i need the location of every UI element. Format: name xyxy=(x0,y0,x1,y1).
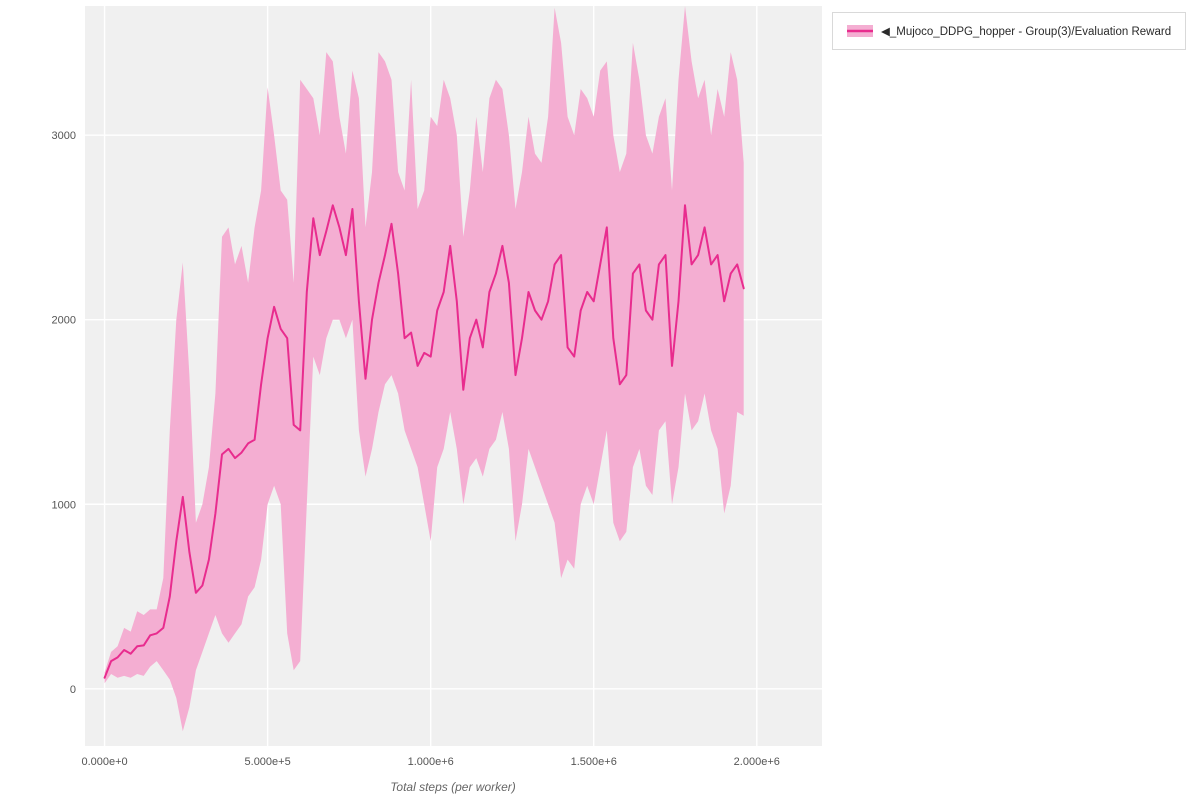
mean-line-path xyxy=(103,204,745,679)
legend-item[interactable]: ◀_Mujoco_DDPG_hopper - Group(3)/Evaluati… xyxy=(847,24,1171,38)
confidence-band xyxy=(104,6,744,732)
band-polygon xyxy=(104,6,744,732)
y-tick-label: 3000 xyxy=(52,130,76,142)
x-axis-title: Total steps (per worker) xyxy=(390,780,516,794)
x-tick-label: 1.000e+6 xyxy=(408,756,454,768)
x-tick-label: 2.000e+6 xyxy=(734,756,780,768)
mean-line xyxy=(103,204,745,679)
x-tick-labels: 0.000e+0 5.000e+5 1.000e+6 1.500e+6 2.000e+6 xyxy=(81,756,779,768)
x-tick-label: 1.500e+6 xyxy=(571,756,617,768)
y-tick-label: 2000 xyxy=(52,315,76,327)
x-tick-label: 5.000e+5 xyxy=(245,756,291,768)
y-tick-label: 1000 xyxy=(52,499,76,511)
x-tick-label: 0.000e+0 xyxy=(81,756,127,768)
y-tick-labels: 0 1000 2000 3000 xyxy=(52,130,76,696)
legend: ◀_Mujoco_DDPG_hopper - Group(3)/Evaluati… xyxy=(832,12,1187,50)
legend-swatch-icon xyxy=(847,25,873,37)
y-tick-label: 0 xyxy=(70,684,76,696)
legend-label: ◀_Mujoco_DDPG_hopper - Group(3)/Evaluati… xyxy=(881,26,1172,38)
